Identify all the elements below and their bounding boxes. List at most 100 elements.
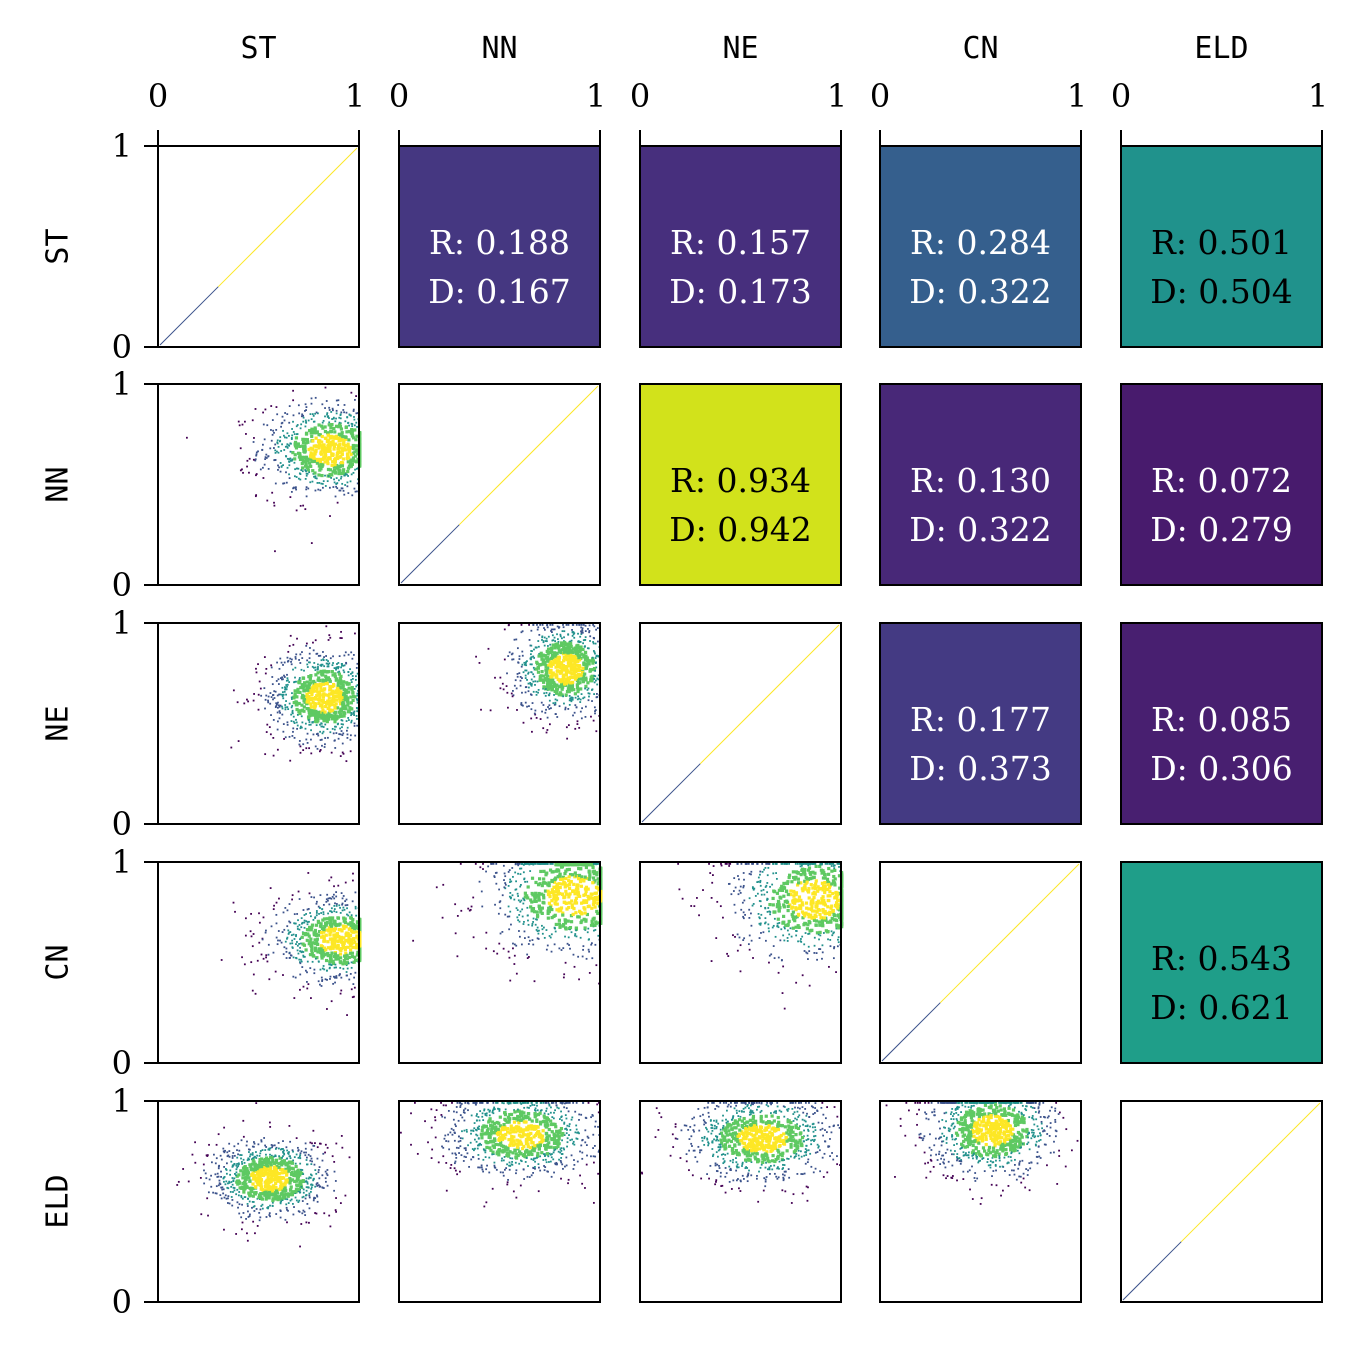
density-point bbox=[276, 450, 278, 453]
density-point bbox=[506, 915, 509, 918]
density-point bbox=[333, 717, 337, 721]
density-point bbox=[336, 694, 341, 699]
density-point bbox=[317, 960, 320, 963]
density-point bbox=[544, 663, 548, 667]
density-point bbox=[569, 697, 572, 700]
density-point bbox=[327, 713, 331, 717]
density-point bbox=[822, 870, 826, 875]
density-point bbox=[254, 408, 257, 410]
density-point bbox=[574, 652, 578, 657]
density-point bbox=[314, 932, 318, 936]
density-point bbox=[349, 452, 353, 456]
density-point bbox=[342, 967, 345, 970]
density-point bbox=[515, 944, 518, 947]
density-point bbox=[331, 937, 335, 941]
density-point bbox=[299, 973, 302, 976]
density-point bbox=[592, 929, 595, 932]
density-point bbox=[348, 911, 351, 914]
density-point bbox=[532, 917, 535, 920]
density-point bbox=[580, 875, 584, 879]
density-point bbox=[355, 666, 358, 669]
density-point bbox=[320, 665, 323, 667]
density-point bbox=[355, 935, 359, 939]
density-point bbox=[833, 883, 837, 887]
density-point bbox=[579, 640, 582, 643]
density-point bbox=[325, 625, 328, 628]
density-point bbox=[333, 470, 337, 474]
density-point bbox=[326, 728, 329, 730]
density-point bbox=[532, 910, 537, 914]
density-point bbox=[351, 690, 355, 695]
density-point bbox=[327, 447, 331, 451]
density-point bbox=[561, 877, 565, 881]
density-point bbox=[300, 469, 303, 471]
density-point bbox=[594, 943, 597, 946]
density-point bbox=[550, 630, 552, 632]
density-point bbox=[306, 971, 308, 974]
density-point bbox=[293, 922, 296, 925]
density-point bbox=[748, 908, 751, 911]
density-point bbox=[485, 931, 488, 934]
density-point bbox=[504, 913, 507, 916]
density-point bbox=[299, 653, 302, 656]
density-point bbox=[316, 933, 321, 937]
density-point bbox=[353, 710, 356, 713]
density-point bbox=[339, 674, 343, 678]
density-point bbox=[289, 954, 292, 957]
density-point bbox=[345, 760, 348, 763]
density-point bbox=[482, 863, 484, 865]
density-point bbox=[329, 636, 332, 639]
density-point bbox=[522, 721, 525, 724]
density-point bbox=[322, 444, 326, 448]
density-point bbox=[313, 431, 317, 435]
density-point bbox=[338, 712, 343, 716]
density-point bbox=[567, 659, 571, 663]
density-point bbox=[327, 442, 331, 446]
density-point bbox=[301, 721, 304, 724]
density-point bbox=[299, 456, 303, 460]
density-point bbox=[313, 451, 317, 456]
density-point bbox=[567, 670, 571, 674]
density-point bbox=[751, 863, 753, 865]
density-point bbox=[534, 709, 537, 712]
density-point bbox=[565, 624, 568, 626]
density-point bbox=[313, 946, 318, 950]
density-point bbox=[255, 494, 258, 497]
density-point bbox=[354, 905, 357, 908]
density-point bbox=[306, 472, 309, 475]
density-point bbox=[564, 677, 568, 681]
density-point bbox=[555, 691, 559, 695]
density-point bbox=[556, 887, 560, 891]
density-point bbox=[350, 678, 353, 681]
density-point bbox=[560, 693, 564, 697]
density-point bbox=[580, 630, 582, 633]
density-point bbox=[354, 971, 357, 974]
density-point bbox=[515, 972, 518, 975]
density-point bbox=[541, 932, 544, 935]
density-point bbox=[305, 738, 308, 741]
density-point bbox=[350, 391, 353, 394]
density-point bbox=[274, 451, 277, 454]
density-point bbox=[571, 912, 575, 916]
density-point bbox=[300, 960, 303, 963]
density-point bbox=[284, 940, 287, 943]
density-point bbox=[337, 923, 341, 927]
density-point bbox=[591, 656, 594, 659]
panel-frame bbox=[398, 383, 601, 586]
density-point bbox=[530, 891, 534, 896]
density-point bbox=[559, 680, 563, 684]
density-point bbox=[333, 975, 335, 978]
density-point bbox=[588, 972, 591, 974]
density-point bbox=[837, 874, 842, 878]
density-point bbox=[277, 464, 279, 467]
density-point bbox=[579, 687, 583, 691]
density-point bbox=[339, 637, 342, 639]
density-point bbox=[351, 456, 356, 460]
density-point bbox=[339, 755, 342, 757]
density-point bbox=[345, 430, 349, 434]
density-point bbox=[343, 956, 348, 960]
density-point bbox=[259, 687, 262, 690]
density-point bbox=[308, 676, 312, 680]
density-point bbox=[577, 915, 581, 919]
